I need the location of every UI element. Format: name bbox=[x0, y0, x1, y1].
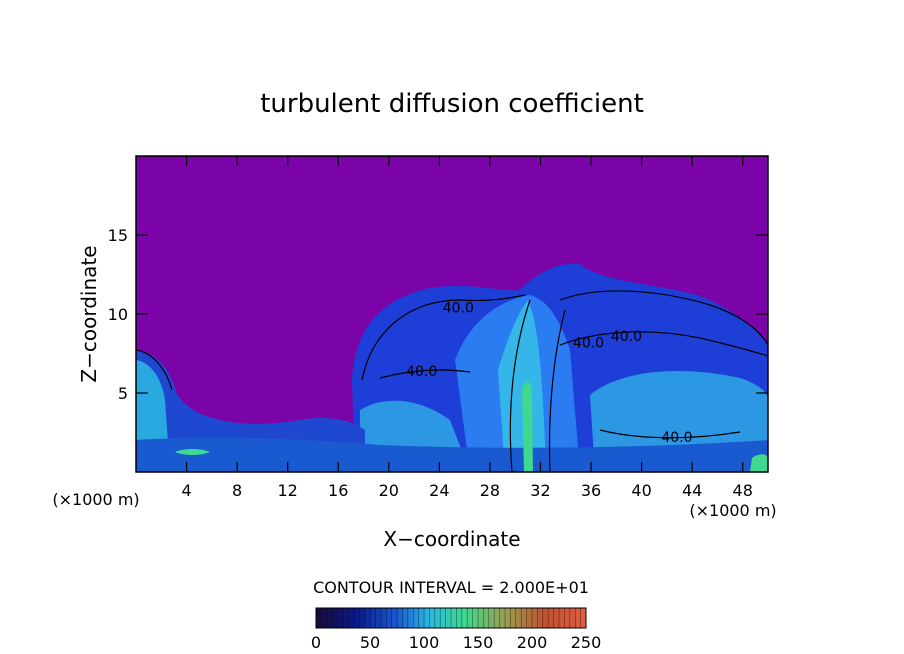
contour-labels: 40.0 40.0 40.0 40.0 40.0 bbox=[406, 301, 692, 447]
turbulence-field bbox=[136, 263, 768, 472]
y-axis-label: Z−coordinate bbox=[77, 245, 101, 382]
x-tick-label: 24 bbox=[429, 481, 449, 500]
colorbar-tick-label: 250 bbox=[571, 633, 602, 652]
contour-line-3 bbox=[559, 331, 768, 357]
x-tick-label: 40 bbox=[631, 481, 651, 500]
contour-label: 40.0 bbox=[573, 335, 604, 351]
x-tick-label: 44 bbox=[682, 481, 702, 500]
x-tick-label: 32 bbox=[530, 481, 550, 500]
y-tick-label: 5 bbox=[118, 384, 128, 403]
contour-label: 40.0 bbox=[661, 430, 692, 446]
contour-line-5 bbox=[599, 429, 741, 439]
colorbar-tick-label: 50 bbox=[360, 633, 380, 652]
contour-line-1 bbox=[361, 294, 526, 381]
x-axis-label: X−coordinate bbox=[383, 527, 520, 551]
x-tick-label: 16 bbox=[328, 481, 348, 500]
colorbar-tick-label: 100 bbox=[409, 633, 440, 652]
contour-interval-text: CONTOUR INTERVAL = 2.000E+01 bbox=[313, 578, 589, 597]
contour-line-4 bbox=[379, 369, 471, 379]
contour-line-6 bbox=[136, 349, 173, 391]
contour-label: 40.0 bbox=[443, 301, 474, 317]
contour-line-2 bbox=[559, 290, 768, 346]
x-tick-label: 8 bbox=[232, 481, 242, 500]
field-region-floor bbox=[136, 437, 768, 472]
x-tick-label: 12 bbox=[278, 481, 298, 500]
colorbar-ticks: 0 50 100 150 200 250 bbox=[311, 608, 601, 652]
x-tick-label: 20 bbox=[379, 481, 399, 500]
field-highlight-green-2 bbox=[750, 454, 768, 472]
y-axis: 5 10 15 bbox=[108, 226, 768, 403]
colorbar-tick-label: 150 bbox=[463, 633, 494, 652]
field-highlight-green-3 bbox=[175, 449, 210, 455]
y-tick-label: 15 bbox=[108, 226, 128, 245]
contour-label: 40.0 bbox=[406, 364, 437, 380]
x-axis: 4 8 12 16 20 24 28 32 36 40 44 48 bbox=[181, 156, 753, 500]
contour-line-8 bbox=[548, 309, 566, 472]
chart-title: turbulent diffusion coefficient bbox=[260, 89, 644, 119]
y-tick-label: 10 bbox=[108, 305, 128, 324]
field-highlight-green-1 bbox=[522, 381, 533, 472]
contour-line-7 bbox=[509, 299, 531, 472]
x-tick-label: 36 bbox=[581, 481, 601, 500]
x-unit-left: (×1000 m) bbox=[52, 490, 139, 509]
colorbar-tick-label: 0 bbox=[311, 633, 321, 652]
x-tick-label: 4 bbox=[181, 481, 191, 500]
x-tick-label: 48 bbox=[733, 481, 753, 500]
contour-label: 40.0 bbox=[611, 329, 642, 345]
colorbar-tick-label: 200 bbox=[517, 633, 548, 652]
x-tick-label: 28 bbox=[480, 481, 500, 500]
x-unit-right: (×1000 m) bbox=[689, 501, 776, 520]
